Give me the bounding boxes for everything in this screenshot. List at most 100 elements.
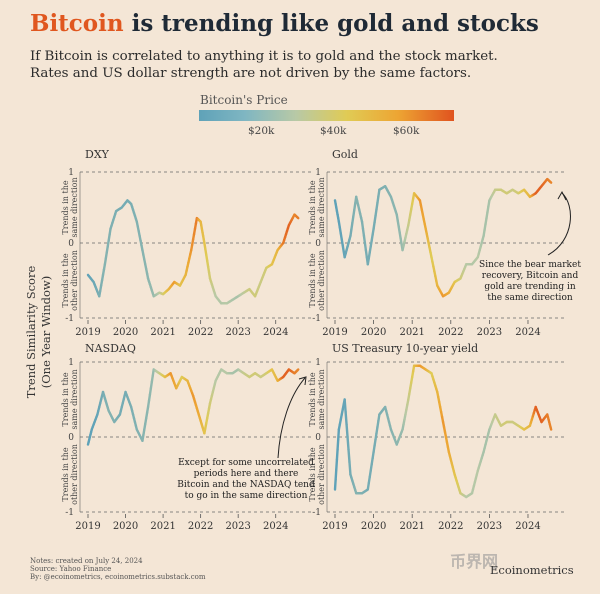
y-tick-label: 0 — [315, 433, 321, 443]
axis-label-line: Trends in the — [308, 447, 317, 501]
annotation-line: periods here and there — [194, 469, 299, 479]
axis-label-line: Trends in the — [308, 372, 317, 426]
annotation-arrow-gold — [547, 192, 571, 256]
series-segment — [296, 368, 300, 372]
x-tick-label: 2023 — [225, 327, 250, 338]
x-tick-label: 2020 — [361, 521, 386, 532]
y-tick-label: -1 — [65, 508, 74, 518]
series-segment — [333, 478, 337, 491]
annotation-text: Since the bear market recovery, Bitcoin a… — [479, 260, 581, 303]
series-segment — [346, 435, 350, 451]
x-tick-label: 2022 — [188, 327, 213, 338]
y-tick-label: 0 — [68, 433, 74, 443]
annotation-line: to go in the same direction — [185, 491, 308, 501]
panel-title: US Treasury 10-year yield — [332, 342, 478, 355]
annotation-line: recovery, Bitcoin and — [482, 271, 579, 281]
y-tick-label: -1 — [312, 314, 321, 324]
y-tick-label: 1 — [68, 168, 74, 178]
annotation-line: gold are trending in — [484, 282, 576, 292]
legend-tick-20k: $20k — [248, 125, 275, 137]
series-segment — [348, 460, 352, 476]
axis-label-other-direction: Trends in theother direction — [308, 250, 326, 311]
brand-label: Ecoinometrics — [490, 563, 574, 577]
annotation-arrowhead-gold — [557, 190, 567, 201]
y-axis-title-line-1: Trend Similarity Score — [24, 266, 38, 399]
annotation-text: Except for some uncorrelated periods here… — [177, 458, 315, 501]
legend-tick-40k: $40k — [320, 125, 347, 137]
series-segment — [345, 423, 349, 439]
x-tick-label: 2019 — [322, 521, 347, 532]
axis-label-line: Trends in the — [61, 180, 70, 234]
page-title: Bitcoin is trending like gold and stocks — [30, 10, 539, 37]
y-tick-label: 1 — [68, 358, 74, 368]
series-segment — [334, 468, 338, 481]
x-tick-label: 2022 — [438, 521, 463, 532]
series-segment — [296, 216, 300, 220]
axis-label-same-direction: Trends in thesame direction — [308, 369, 326, 429]
axis-label-line: other direction — [70, 444, 79, 505]
axis-label-other-direction: Trends in theother direction — [308, 444, 326, 505]
axis-label-line: same direction — [317, 177, 326, 237]
axis-label-line: Trends in the — [61, 253, 70, 307]
series-segment — [335, 448, 339, 461]
series-segment — [344, 410, 348, 426]
annotation-arrowhead-nasdaq — [298, 376, 307, 386]
subtitle-line-1: If Bitcoin is correlated to anything it … — [30, 49, 498, 64]
annotation-line: Bitcoin and the NASDAQ tend — [177, 480, 315, 490]
series-segment — [343, 398, 347, 414]
x-tick-label: 2019 — [75, 521, 100, 532]
y-tick-label: 1 — [315, 168, 321, 178]
annotation-line: Except for some uncorrelated — [178, 458, 314, 468]
watermark: 币界网 — [450, 552, 499, 571]
annotation-arrow-nasdaq — [277, 377, 306, 459]
axis-label-line: same direction — [70, 369, 79, 429]
series-segment — [335, 458, 339, 471]
axis-label-other-direction: Trends in theother direction — [61, 444, 79, 505]
x-tick-label: 2020 — [361, 327, 386, 338]
x-tick-label: 2019 — [322, 327, 347, 338]
legend-title: Bitcoin's Price — [200, 93, 288, 107]
x-tick-label: 2021 — [150, 521, 175, 532]
axis-label-line: other direction — [70, 250, 79, 311]
y-axis-title: Trend Similarity Score (One Year Window) — [24, 266, 53, 399]
x-tick-label: 2024 — [515, 327, 540, 338]
annotation-line: the same direction — [487, 293, 573, 303]
y-tick-label: -1 — [65, 314, 74, 324]
y-axis-title-line-2: (One Year Window) — [39, 276, 53, 389]
x-tick-label: 2021 — [399, 521, 424, 532]
legend-color-bar — [199, 110, 454, 121]
axis-label-line: Trends in the — [61, 372, 70, 426]
axis-label-other-direction: Trends in theother direction — [61, 250, 79, 311]
x-tick-label: 2021 — [150, 327, 175, 338]
x-tick-label: 2022 — [188, 521, 213, 532]
x-tick-label: 2023 — [477, 521, 502, 532]
axis-label-line: same direction — [317, 369, 326, 429]
series-segment — [549, 180, 553, 184]
axis-label-line: same direction — [70, 177, 79, 237]
subtitle-line-2: Rates and US dollar strength are not dri… — [30, 66, 472, 81]
note-created: Notes: created on July 24, 2024 — [30, 557, 143, 565]
axis-label-same-direction: Trends in thesame direction — [308, 177, 326, 237]
x-tick-label: 2024 — [263, 327, 288, 338]
x-tick-label: 2024 — [515, 521, 540, 532]
axis-label-line: other direction — [317, 444, 326, 505]
y-tick-label: 0 — [68, 239, 74, 249]
x-tick-label: 2020 — [113, 327, 138, 338]
x-tick-label: 2021 — [399, 327, 424, 338]
note-by: By: @ecoinometrics, ecoinometrics.substa… — [30, 573, 206, 581]
series-segment — [337, 428, 341, 441]
axis-label-line: Trends in the — [308, 180, 317, 234]
y-tick-label: 1 — [315, 358, 321, 368]
x-tick-label: 2019 — [75, 327, 100, 338]
axis-label-line: other direction — [317, 250, 326, 311]
panel-title: NASDAQ — [85, 342, 136, 355]
axis-label-same-direction: Trends in thesame direction — [61, 177, 79, 237]
axis-label-same-direction: Trends in thesame direction — [61, 369, 79, 429]
annotation-line: Since the bear market — [479, 260, 581, 270]
axis-label-line: Trends in the — [308, 253, 317, 307]
y-tick-label: 0 — [315, 239, 321, 249]
x-tick-label: 2024 — [263, 521, 288, 532]
